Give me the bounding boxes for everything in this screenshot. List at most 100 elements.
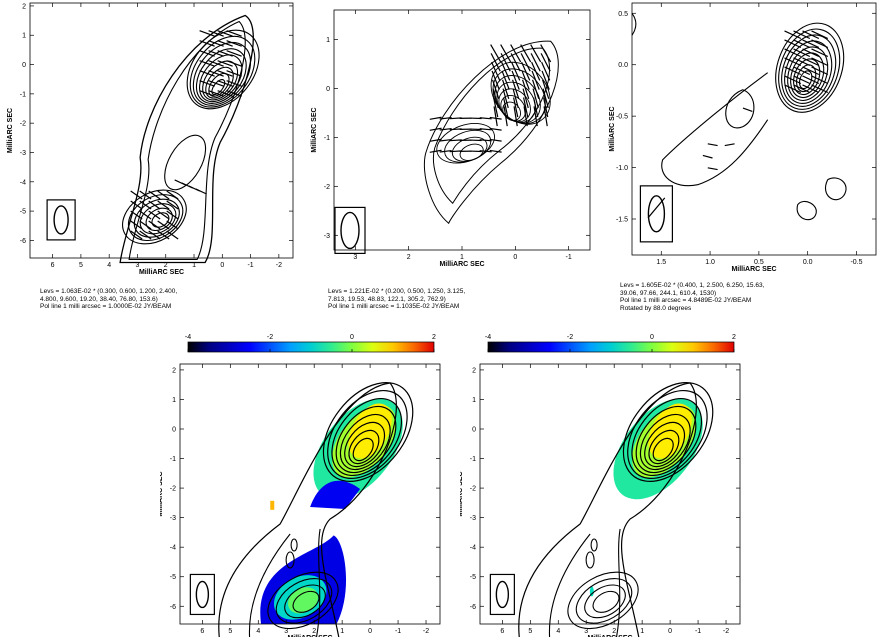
polarization-vector <box>811 39 829 49</box>
rm-fill-core <box>348 403 392 459</box>
x-tick-label: 1.5 <box>656 259 666 266</box>
polarization-vector <box>429 138 442 142</box>
polarization-vector <box>540 44 552 63</box>
x-tick-label: 1 <box>340 628 344 635</box>
x-tick-label: 4 <box>556 628 560 635</box>
polarization-vector <box>479 128 492 131</box>
jet-contour <box>548 528 621 637</box>
polarization-vector <box>490 44 502 63</box>
y-tick-label: -0.5 <box>616 114 628 121</box>
outer-contour <box>218 382 397 637</box>
second-contour <box>433 47 551 205</box>
polarization-vector <box>707 143 718 147</box>
y-tick-label: -3 <box>20 150 26 157</box>
rm-fill-jet-inner <box>287 587 319 614</box>
polarization-vector <box>543 106 548 127</box>
y-tick-label: -6 <box>170 604 176 611</box>
core-contour <box>775 22 845 113</box>
polarization-vector <box>784 30 802 40</box>
y-axis-label: MilliARC SEC <box>609 106 616 151</box>
island-contour <box>825 177 847 201</box>
core-contour <box>648 429 680 465</box>
y-tick-label: -2 <box>324 184 330 191</box>
beam-ellipse <box>53 205 69 235</box>
x-tick-label: 0 <box>368 628 372 635</box>
polarization-vector <box>439 116 452 120</box>
polarization-vector <box>532 79 540 99</box>
y-tick-label: -2 <box>470 486 476 493</box>
jet-contour <box>248 528 321 637</box>
polarization-vector <box>521 70 530 90</box>
polarization-vector <box>802 66 820 76</box>
x-tick-label: 4 <box>107 262 111 269</box>
polarization-vector <box>811 84 829 94</box>
y-tick-label: 1 <box>172 397 176 404</box>
core-contour <box>781 34 837 107</box>
x-tick-label: 5 <box>528 628 532 635</box>
x-tick-label: -1 <box>247 262 253 269</box>
polarization-vector <box>724 143 735 147</box>
polarization-vector <box>166 190 179 200</box>
polarization-vector <box>520 53 531 72</box>
polarization-vector <box>793 48 811 58</box>
polarization-vector <box>500 53 511 72</box>
y-tick-label: 0 <box>22 62 26 69</box>
polarization-vector <box>199 60 215 67</box>
plot-frame <box>479 363 741 625</box>
polarization-vector <box>199 80 215 87</box>
plot-frame <box>29 2 294 259</box>
colorbar <box>187 341 435 353</box>
core-contour <box>348 429 380 465</box>
polarization-vector <box>148 220 161 230</box>
jet-knot-contour <box>292 590 320 613</box>
colorbar-tick-label: -4 <box>485 334 491 341</box>
polarization-vector <box>784 57 802 67</box>
y-axis-label: MilliARC SEC <box>311 107 318 152</box>
contour-plot-top-right: 1.5 1.0 0.5 0.0 -0.5 0.5 0.0 -0.5 -1.0 -1.5 MilliA… <box>609 2 877 273</box>
jet-knot-contour <box>284 584 326 619</box>
polarization-vector <box>429 149 442 153</box>
polarization-vector <box>166 220 179 230</box>
y-tick-label: -4 <box>20 179 26 186</box>
plot-frame <box>179 363 441 625</box>
beam-ellipse <box>340 211 360 250</box>
polarization-vector <box>513 97 519 118</box>
jet-knot-contour <box>127 194 184 242</box>
rm-fill-edge <box>310 480 361 509</box>
polarization-vector <box>226 80 242 87</box>
core-contour <box>627 389 708 480</box>
core-contour <box>331 397 403 477</box>
polarization-vector <box>217 30 233 37</box>
polarization-vector <box>226 50 242 57</box>
x-tick-label: 3 <box>353 254 357 261</box>
y-axis-label: MilliARC SEC <box>7 108 14 153</box>
polarization-vector <box>702 154 713 159</box>
y-tick-label: 2 <box>22 3 26 10</box>
jet-contour <box>459 143 484 161</box>
beam-box <box>46 199 76 241</box>
polarization-vector <box>479 139 492 142</box>
polarization-vector <box>208 60 224 67</box>
polarization-vector <box>166 230 179 240</box>
small-contour <box>590 538 598 552</box>
y-axis-label: MilliARC SEC <box>460 471 464 516</box>
core-contour <box>631 397 703 477</box>
polarization-vector <box>217 80 233 87</box>
y-tick-label: 0.0 <box>618 62 628 69</box>
y-tick-label: -3 <box>470 515 476 522</box>
polarization-vector <box>802 39 820 49</box>
core-contour <box>327 389 408 480</box>
y-tick-label: -5 <box>170 574 176 581</box>
polarization-vector <box>139 190 152 200</box>
core-contour <box>644 421 686 468</box>
polarization-vector <box>493 106 498 127</box>
core-contour <box>622 382 714 482</box>
polarization-vector <box>802 75 820 85</box>
core-contour <box>339 413 391 471</box>
y-tick-label: -1 <box>470 456 476 463</box>
polarization-vector <box>784 66 802 76</box>
polarization-vector <box>449 128 462 131</box>
jet-contour <box>661 72 769 187</box>
colorbar-tick-label: 0 <box>650 334 654 341</box>
second-contour <box>128 20 246 261</box>
